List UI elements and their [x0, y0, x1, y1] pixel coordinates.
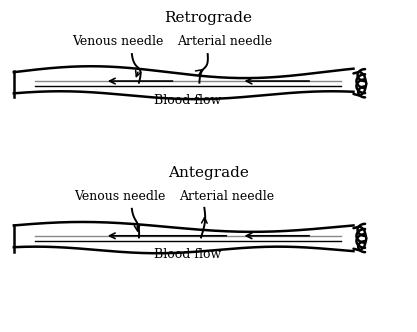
Text: Antegrade: Antegrade	[168, 166, 249, 180]
Text: Arterial needle: Arterial needle	[180, 190, 275, 203]
Text: Arterial needle: Arterial needle	[178, 36, 273, 48]
Text: Venous needle: Venous needle	[72, 36, 163, 48]
Text: Retrograde: Retrograde	[164, 11, 253, 25]
Text: Blood flow: Blood flow	[154, 248, 221, 261]
Text: Venous needle: Venous needle	[74, 190, 165, 203]
Text: Blood flow: Blood flow	[154, 94, 221, 107]
